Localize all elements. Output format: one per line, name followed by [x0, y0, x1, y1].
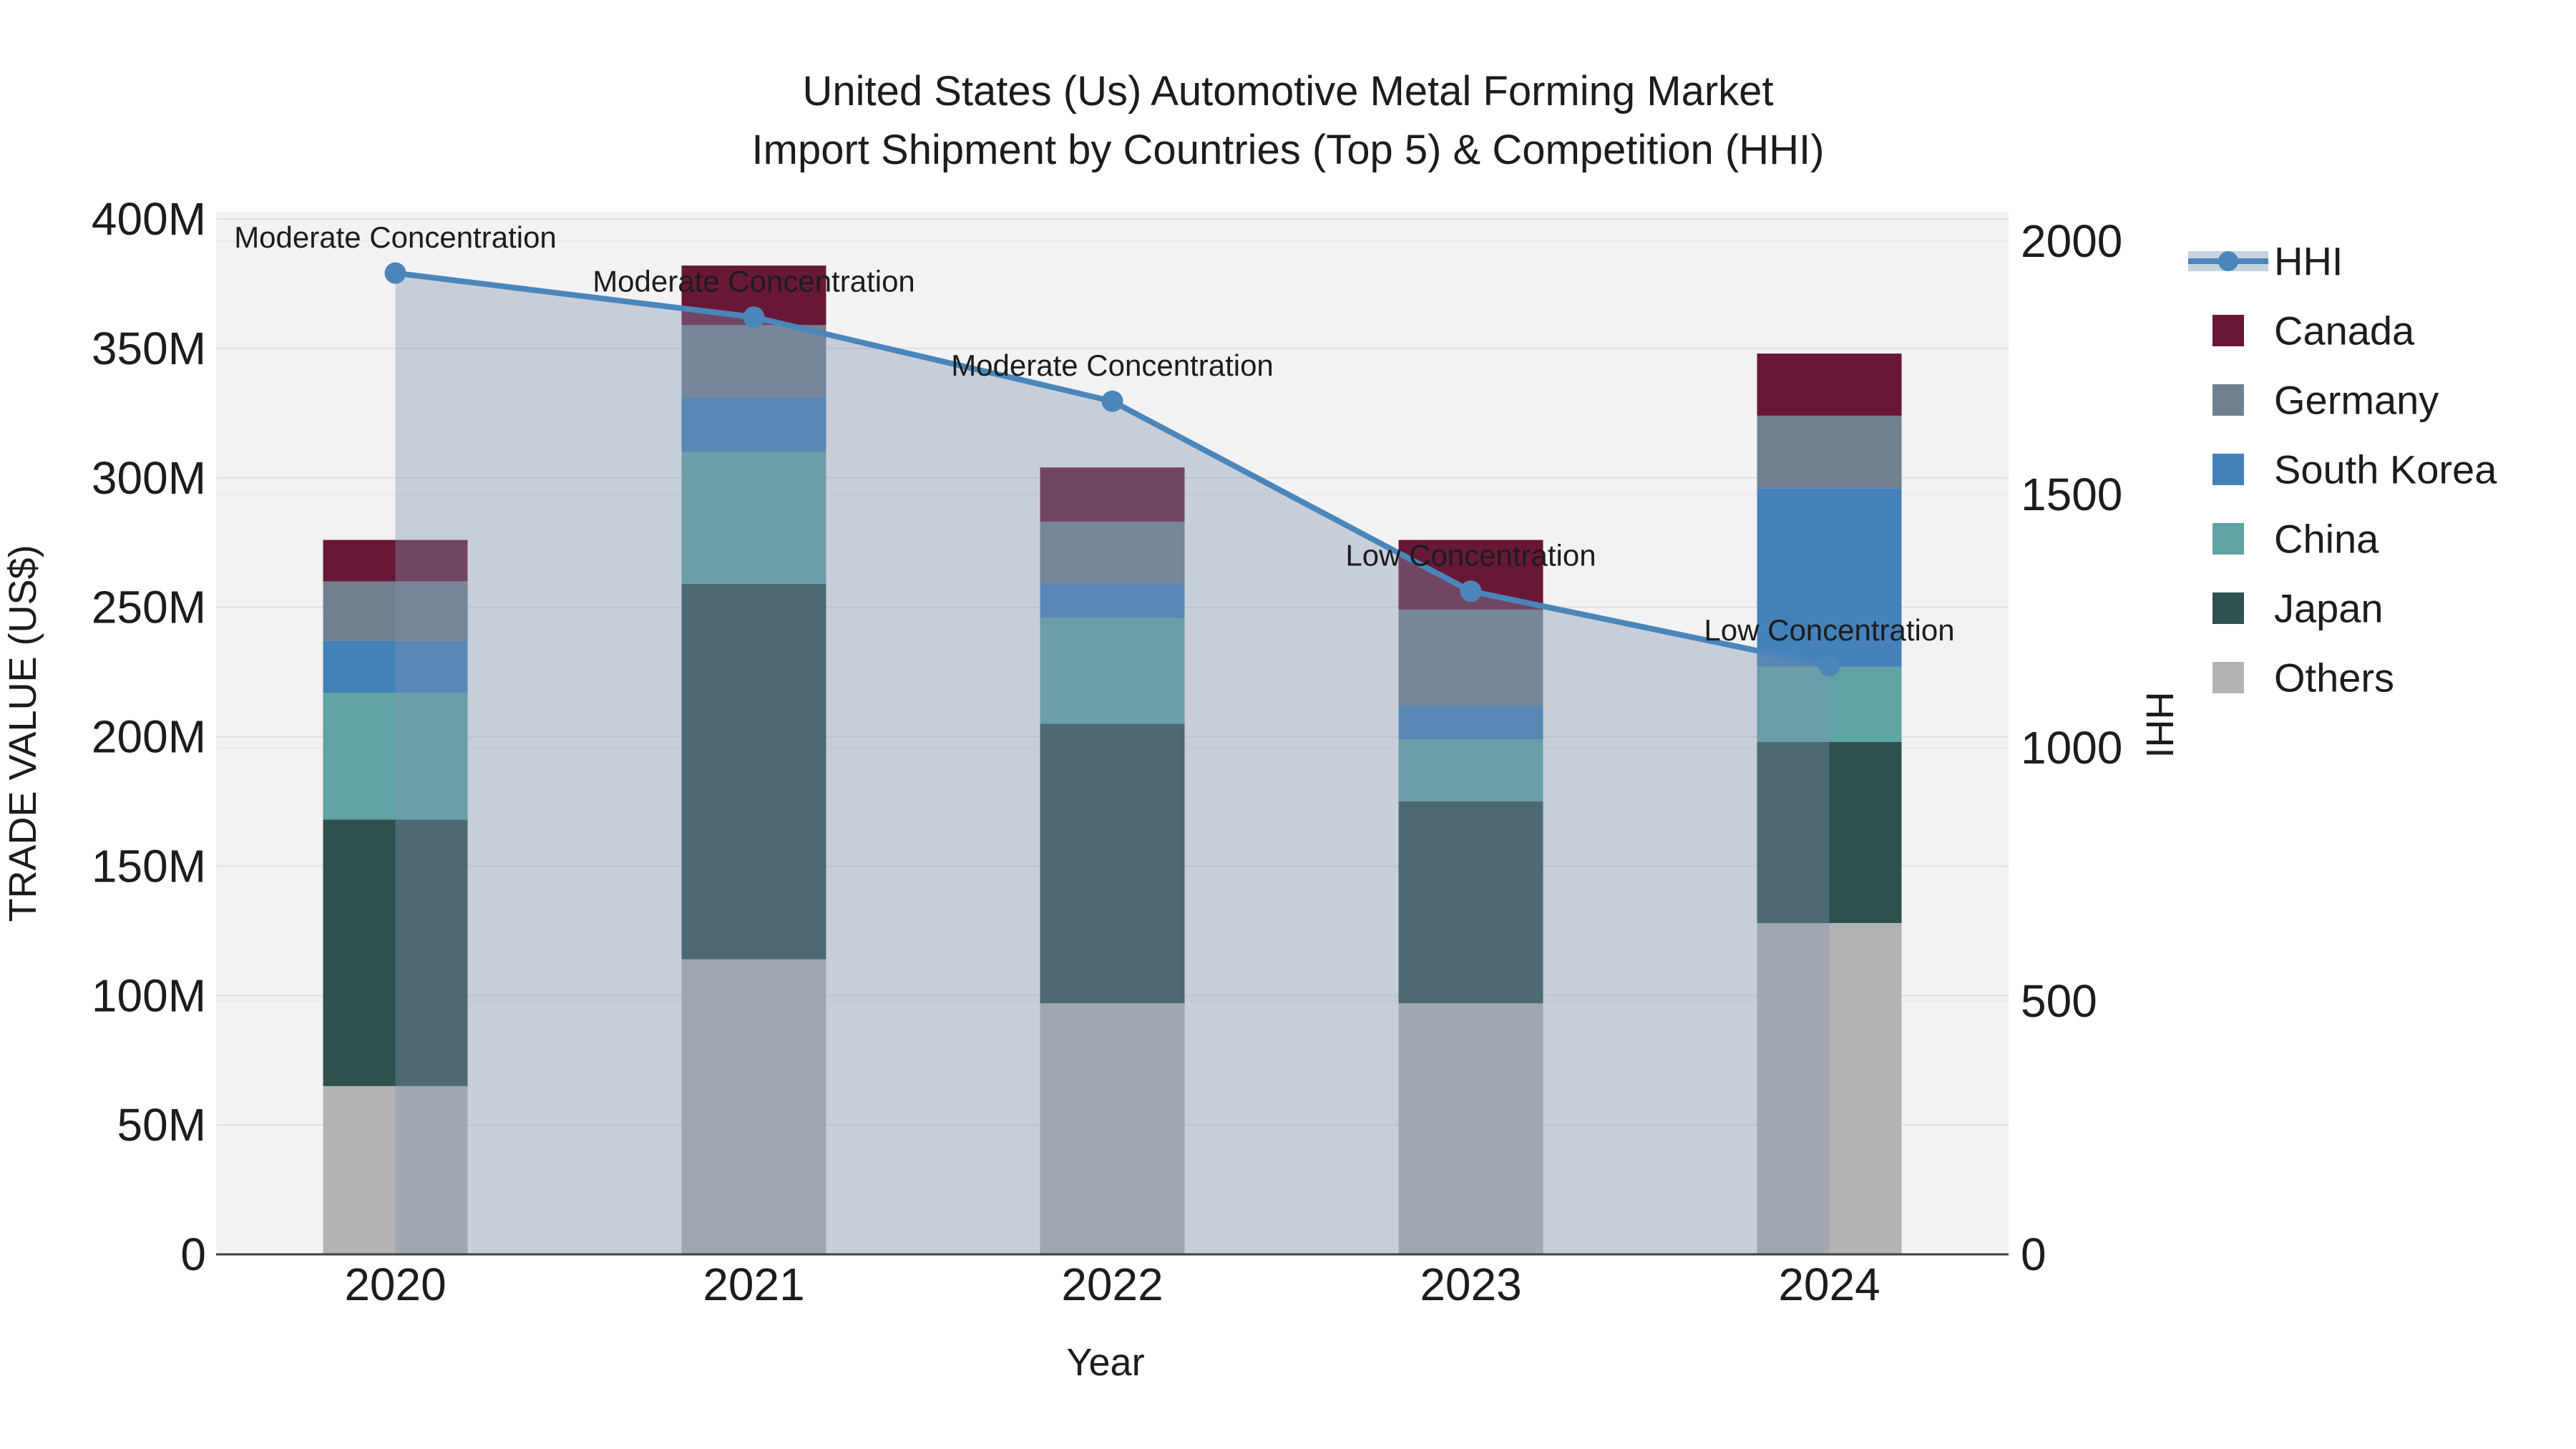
x-tick-2023: 2023: [1420, 1259, 1521, 1310]
legend-item-germany[interactable]: Germany: [2212, 378, 2439, 423]
legend-item-south-korea[interactable]: South Korea: [2212, 447, 2497, 492]
x-tick-2024: 2024: [1778, 1259, 1880, 1310]
bar-segment-2020-japan: [323, 819, 468, 1086]
bar-segment-2021-japan: [681, 584, 826, 960]
bar-segment-2024-south-korea: [1757, 488, 1902, 667]
hhi-line: [384, 262, 1840, 677]
y-right-tick: 0: [2021, 1229, 2046, 1280]
legend-item-japan[interactable]: Japan: [2212, 586, 2384, 631]
legend-item-canada-swatch-icon: [2212, 315, 2244, 346]
bar-segment-2023-others: [1398, 1003, 1543, 1254]
legend-item-hhi-label: HHI: [2274, 239, 2343, 284]
annotation-2023: Low Concentration: [1345, 539, 1596, 572]
legend-item-germany-swatch-icon: [2212, 384, 2244, 416]
y-left-tick: 400M: [92, 193, 206, 245]
legend-item-others-label: Others: [2274, 655, 2394, 701]
x-tick-2021: 2021: [703, 1259, 804, 1310]
x-tick-2022: 2022: [1061, 1259, 1163, 1310]
bar-segment-2022-canada: [1040, 467, 1185, 522]
hhi-marker-2023: [1460, 580, 1482, 602]
y-left-tick: 100M: [92, 970, 206, 1021]
legend-item-germany-label: Germany: [2274, 378, 2439, 423]
annotation-2021: Moderate Concentration: [592, 265, 915, 298]
bar-segment-2020-canada: [323, 540, 468, 582]
bar-segment-2020-china: [323, 693, 468, 820]
hhi-marker-2020: [384, 262, 406, 284]
tick-labels: 0 50M 100M 150M 200M 250M 300M 350M 400M 0 500 1000…: [92, 193, 2122, 1310]
chart-title-line1: United States (Us) Automotive Metal Form…: [802, 68, 1773, 114]
bar-segment-2021-others: [681, 959, 826, 1254]
legend-item-canada[interactable]: Canada: [2212, 308, 2415, 353]
y-left-tick: 150M: [92, 840, 206, 892]
hhi-area-fill: [395, 273, 1830, 1254]
bar-segment-2024-japan: [1757, 741, 1902, 923]
x-axis-title: Year: [1066, 1341, 1144, 1384]
legend-item-japan-swatch-icon: [2212, 592, 2244, 624]
hhi-area: [395, 273, 1830, 1254]
y-right-tick: 1500: [2021, 469, 2122, 520]
y-left-tick: 250M: [92, 582, 206, 633]
bar-segment-2024-germany: [1757, 415, 1902, 489]
bar-segment-2024-others: [1757, 922, 1902, 1254]
bar-segment-2020-germany: [323, 581, 468, 641]
bar-segment-2021-china: [681, 452, 826, 585]
hhi-marker-2021: [743, 306, 765, 328]
legend-item-japan-label: Japan: [2274, 586, 2384, 631]
stacked-bars: [323, 265, 1902, 1254]
bar-segment-2023-south-korea: [1398, 706, 1543, 740]
bar-segment-2020-others: [323, 1085, 468, 1254]
bar-segment-2021-south-korea: [681, 397, 826, 452]
legend-item-china[interactable]: China: [2212, 517, 2379, 562]
annotation-2022: Moderate Concentration: [951, 348, 1274, 382]
annotation-2020: Moderate Concentration: [234, 220, 557, 254]
y-left-tick: 200M: [92, 711, 206, 763]
bar-segment-2022-others: [1040, 1003, 1185, 1254]
y-right-axis-title: HHI: [2138, 692, 2181, 758]
x-tick-2020: 2020: [344, 1259, 446, 1310]
legend-item-hhi[interactable]: HHI: [2188, 239, 2343, 284]
chart-title-line2: Import Shipment by Countries (Top 5) & C…: [752, 127, 1825, 173]
hhi-legend-marker-icon: [2218, 251, 2238, 271]
bar-segment-2024-china: [1757, 666, 1902, 742]
annotations: Moderate Concentration Moderate Concentra…: [234, 220, 1954, 647]
hhi-marker-2022: [1101, 390, 1123, 412]
bar-segment-2021-germany: [681, 325, 826, 398]
legend-item-south-korea-label: South Korea: [2274, 447, 2497, 492]
legend-item-canada-label: Canada: [2274, 308, 2415, 353]
y-right-tick: 2000: [2021, 215, 2122, 267]
y-left-tick: 350M: [92, 323, 206, 374]
y-left-axis-title: TRADE VALUE (US$): [1, 545, 44, 922]
bar-segment-2022-china: [1040, 618, 1185, 724]
legend-item-others[interactable]: Others: [2212, 655, 2394, 701]
y-left-tick: 50M: [117, 1099, 207, 1151]
bar-segment-2023-china: [1398, 739, 1543, 801]
annotation-2024: Low Concentration: [1704, 613, 1954, 647]
hhi-marker-2024: [1818, 655, 1840, 677]
bar-segment-2024-canada: [1757, 353, 1902, 416]
y-left-tick: 0: [180, 1229, 206, 1280]
bar-segment-2020-south-korea: [323, 640, 468, 693]
y-right-tick: 500: [2021, 975, 2097, 1027]
legend-item-others-swatch-icon: [2212, 662, 2244, 693]
y-left-tick: 300M: [92, 452, 206, 504]
legend: HHI Canada Germany South Korea China Japan Oth…: [2188, 239, 2497, 701]
legend-item-china-label: China: [2274, 517, 2379, 562]
legend-item-south-korea-swatch-icon: [2212, 454, 2244, 485]
bar-segment-2022-south-korea: [1040, 584, 1185, 618]
bar-segment-2022-germany: [1040, 522, 1185, 585]
bar-segment-2023-japan: [1398, 801, 1543, 1004]
bar-segment-2022-japan: [1040, 723, 1185, 1004]
legend-item-china-swatch-icon: [2212, 523, 2244, 555]
bar-segment-2023-germany: [1398, 610, 1543, 706]
y-right-tick: 1000: [2021, 722, 2122, 774]
